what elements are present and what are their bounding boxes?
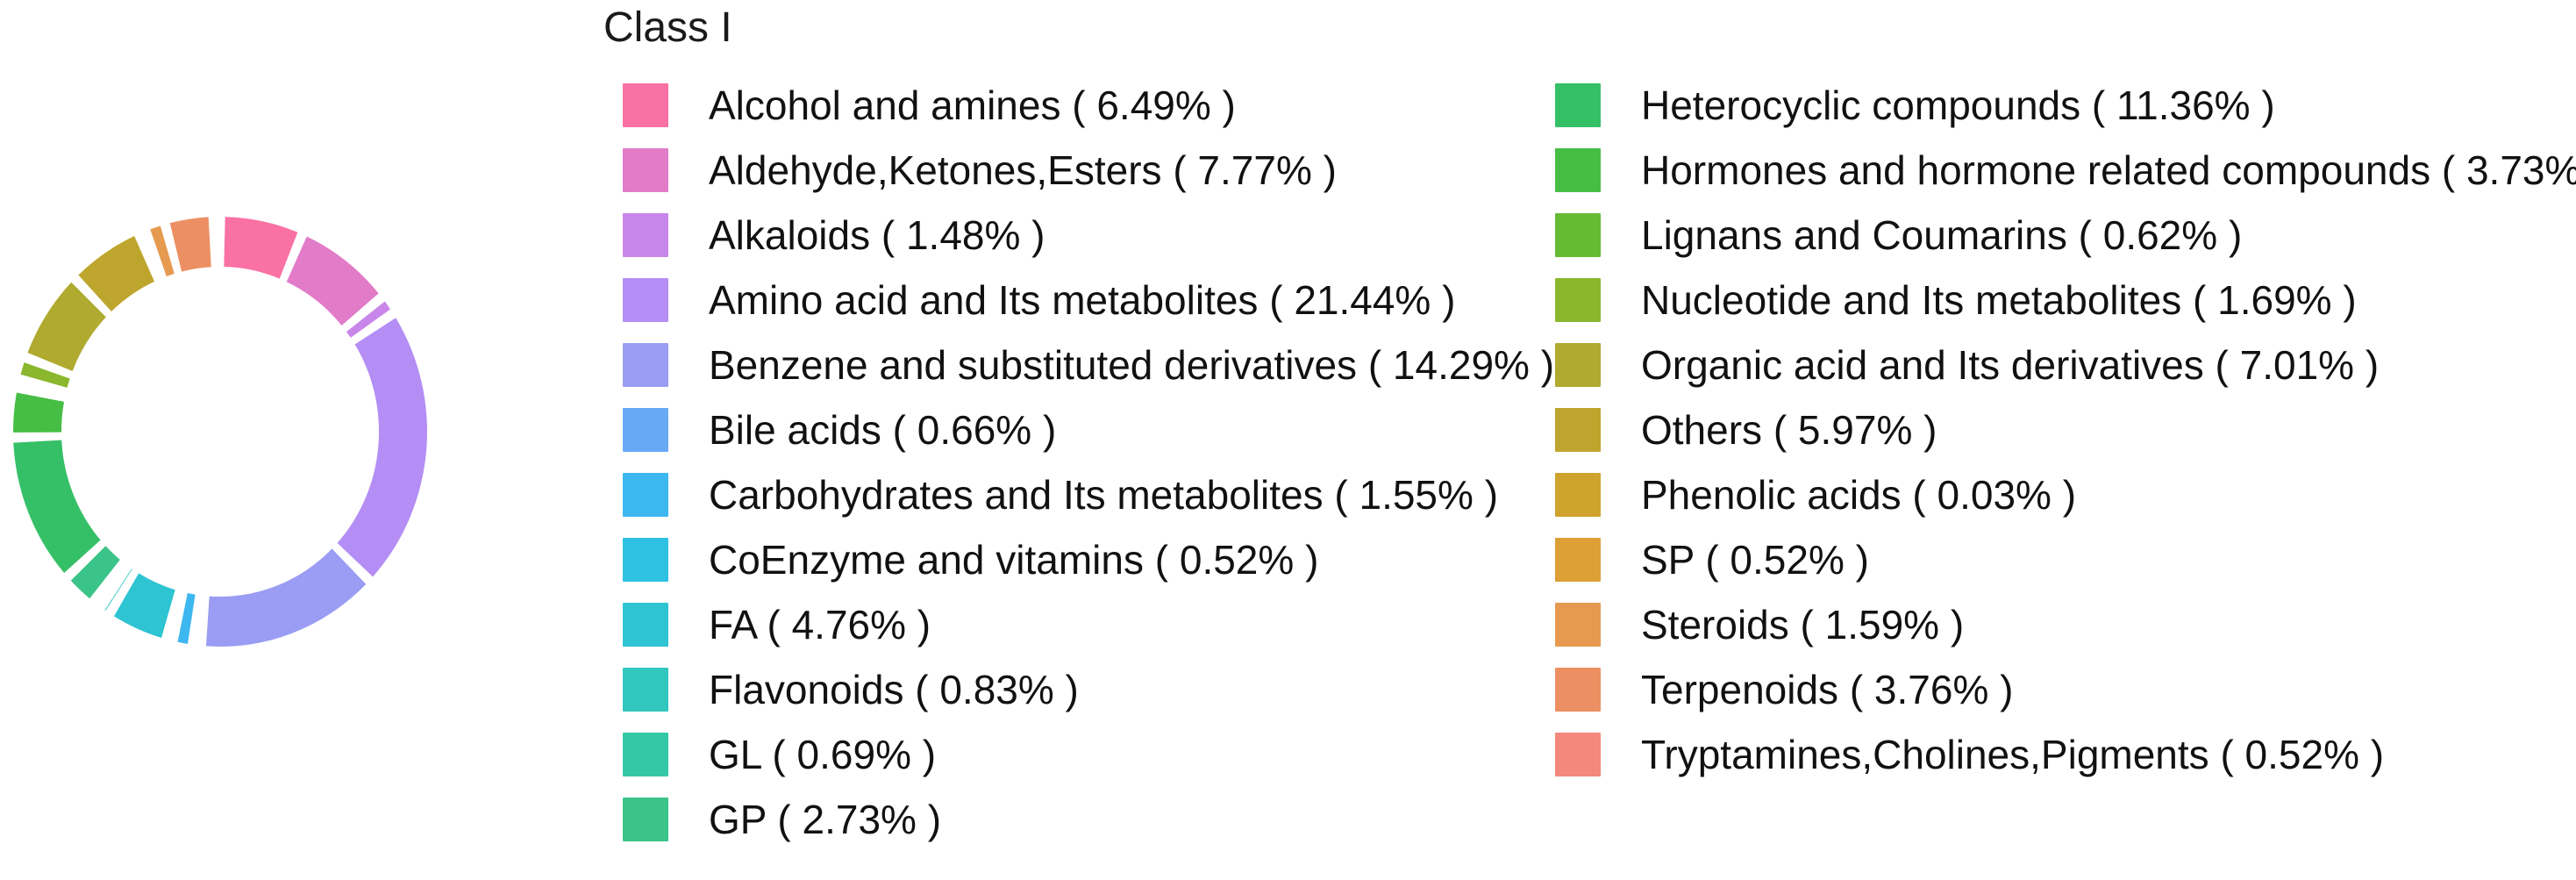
legend-swatch [623,343,668,387]
legend-label: Lignans and Coumarins ( 0.62% ) [1641,212,2243,258]
legend-item: Amino acid and Its metabolites ( 21.44% … [623,278,1455,322]
legend-item: SP ( 0.52% ) [1555,538,1869,582]
legend-label: Bile acids ( 0.66% ) [709,407,1057,453]
legend-swatch [623,408,668,452]
legend-label: Flavonoids ( 0.83% ) [709,667,1079,712]
donut-segment [205,548,367,647]
legend-swatch [1555,733,1601,776]
donut-segment [150,225,175,277]
donut-segment [113,573,175,638]
legend-label: GL ( 0.69% ) [709,732,937,777]
donut-segment [20,362,70,388]
legend-label: Nucleotide and Its metabolites ( 1.69% ) [1641,277,2357,323]
legend-label: Steroids ( 1.59% ) [1641,602,1965,647]
legend-swatch [1555,343,1601,387]
legend-item: Phenolic acids ( 0.03% ) [1555,473,2076,517]
legend-swatch [1555,83,1601,127]
legend-swatch [623,278,668,322]
donut-segment [169,217,211,272]
legend-label: Amino acid and Its metabolites ( 21.44% … [709,277,1456,323]
legend-label: Organic acid and Its derivatives ( 7.01%… [1641,342,2380,388]
legend-item: Carbohydrates and Its metabolites ( 1.55… [623,473,1498,517]
legend-swatch [623,668,668,712]
legend-label: Hormones and hormone related compounds (… [1641,147,2576,193]
donut-chart [12,217,428,647]
legend-swatch [1555,278,1601,322]
legend-item: Others ( 5.97% ) [1555,408,1937,452]
legend-item: GL ( 0.69% ) [623,733,936,776]
donut-segment [104,569,132,612]
legend-item: Alkaloids ( 1.48% ) [623,213,1045,257]
legend-label: Heterocyclic compounds ( 11.36% ) [1641,82,2275,128]
donut-segment [27,282,106,371]
donut-segment [224,217,298,279]
legend-label: SP ( 0.52% ) [1641,537,1869,583]
legend-item: Hormones and hormone related compounds (… [1555,148,2576,192]
legend-item: Nucleotide and Its metabolites ( 1.69% ) [1555,278,2357,322]
donut-segment [177,592,196,644]
legend-label: FA ( 4.76% ) [709,602,931,647]
legend-title: Class I [603,4,732,51]
legend-item: Tryptamines,Cholines,Pigments ( 0.52% ) [1555,733,2384,776]
legend-swatch [623,213,668,257]
legend-swatch [623,733,668,776]
donut-segment [13,440,101,574]
legend-item: Alcohol and amines ( 6.49% ) [623,83,1236,127]
donut-segment [337,318,428,577]
legend-swatch [623,538,668,582]
legend-item: Organic acid and Its derivatives ( 7.01%… [1555,343,2379,387]
legend-label: Alcohol and amines ( 6.49% ) [709,82,1236,128]
legend-item: Heterocyclic compounds ( 11.36% ) [1555,83,2275,127]
legend-item: FA ( 4.76% ) [623,603,931,647]
donut-segment [12,392,65,433]
legend-swatch [1555,668,1601,712]
legend-swatch [1555,213,1601,257]
legend-label: Phenolic acids ( 0.03% ) [1641,472,2077,518]
legend-swatch [623,798,668,841]
legend-swatch [1555,538,1601,582]
legend-item: Bile acids ( 0.66% ) [623,408,1056,452]
donut-segment [346,301,390,338]
donut-segment [78,236,154,311]
legend-label: Terpenoids ( 3.76% ) [1641,667,2014,712]
donut-segment [70,546,120,599]
legend-label: GP ( 2.73% ) [709,797,942,842]
legend-item: Aldehyde,Ketones,Esters ( 7.77% ) [623,148,1337,192]
legend-item: Benzene and substituted derivatives ( 14… [623,343,1554,387]
legend-label: Benzene and substituted derivatives ( 14… [709,342,1555,388]
legend-swatch [623,148,668,192]
legend-item: Steroids ( 1.59% ) [1555,603,1964,647]
legend-label: Carbohydrates and Its metabolites ( 1.55… [709,472,1499,518]
legend-swatch [1555,473,1601,517]
legend-swatch [1555,603,1601,647]
legend-item: Lignans and Coumarins ( 0.62% ) [1555,213,2242,257]
donut-segment [286,236,379,326]
legend-item: Terpenoids ( 3.76% ) [1555,668,2013,712]
legend-swatch [1555,408,1601,452]
legend-item: CoEnzyme and vitamins ( 0.52% ) [623,538,1318,582]
legend-label: Others ( 5.97% ) [1641,407,1937,453]
legend-item: Flavonoids ( 0.83% ) [623,668,1079,712]
legend-swatch [623,473,668,517]
legend-label: Alkaloids ( 1.48% ) [709,212,1045,258]
legend-label: CoEnzyme and vitamins ( 0.52% ) [709,537,1319,583]
legend-swatch [1555,148,1601,192]
legend-item: GP ( 2.73% ) [623,798,941,841]
legend-label: Aldehyde,Ketones,Esters ( 7.77% ) [709,147,1337,193]
legend-label: Tryptamines,Cholines,Pigments ( 0.52% ) [1641,732,2385,777]
legend-swatch [623,83,668,127]
legend-swatch [623,603,668,647]
